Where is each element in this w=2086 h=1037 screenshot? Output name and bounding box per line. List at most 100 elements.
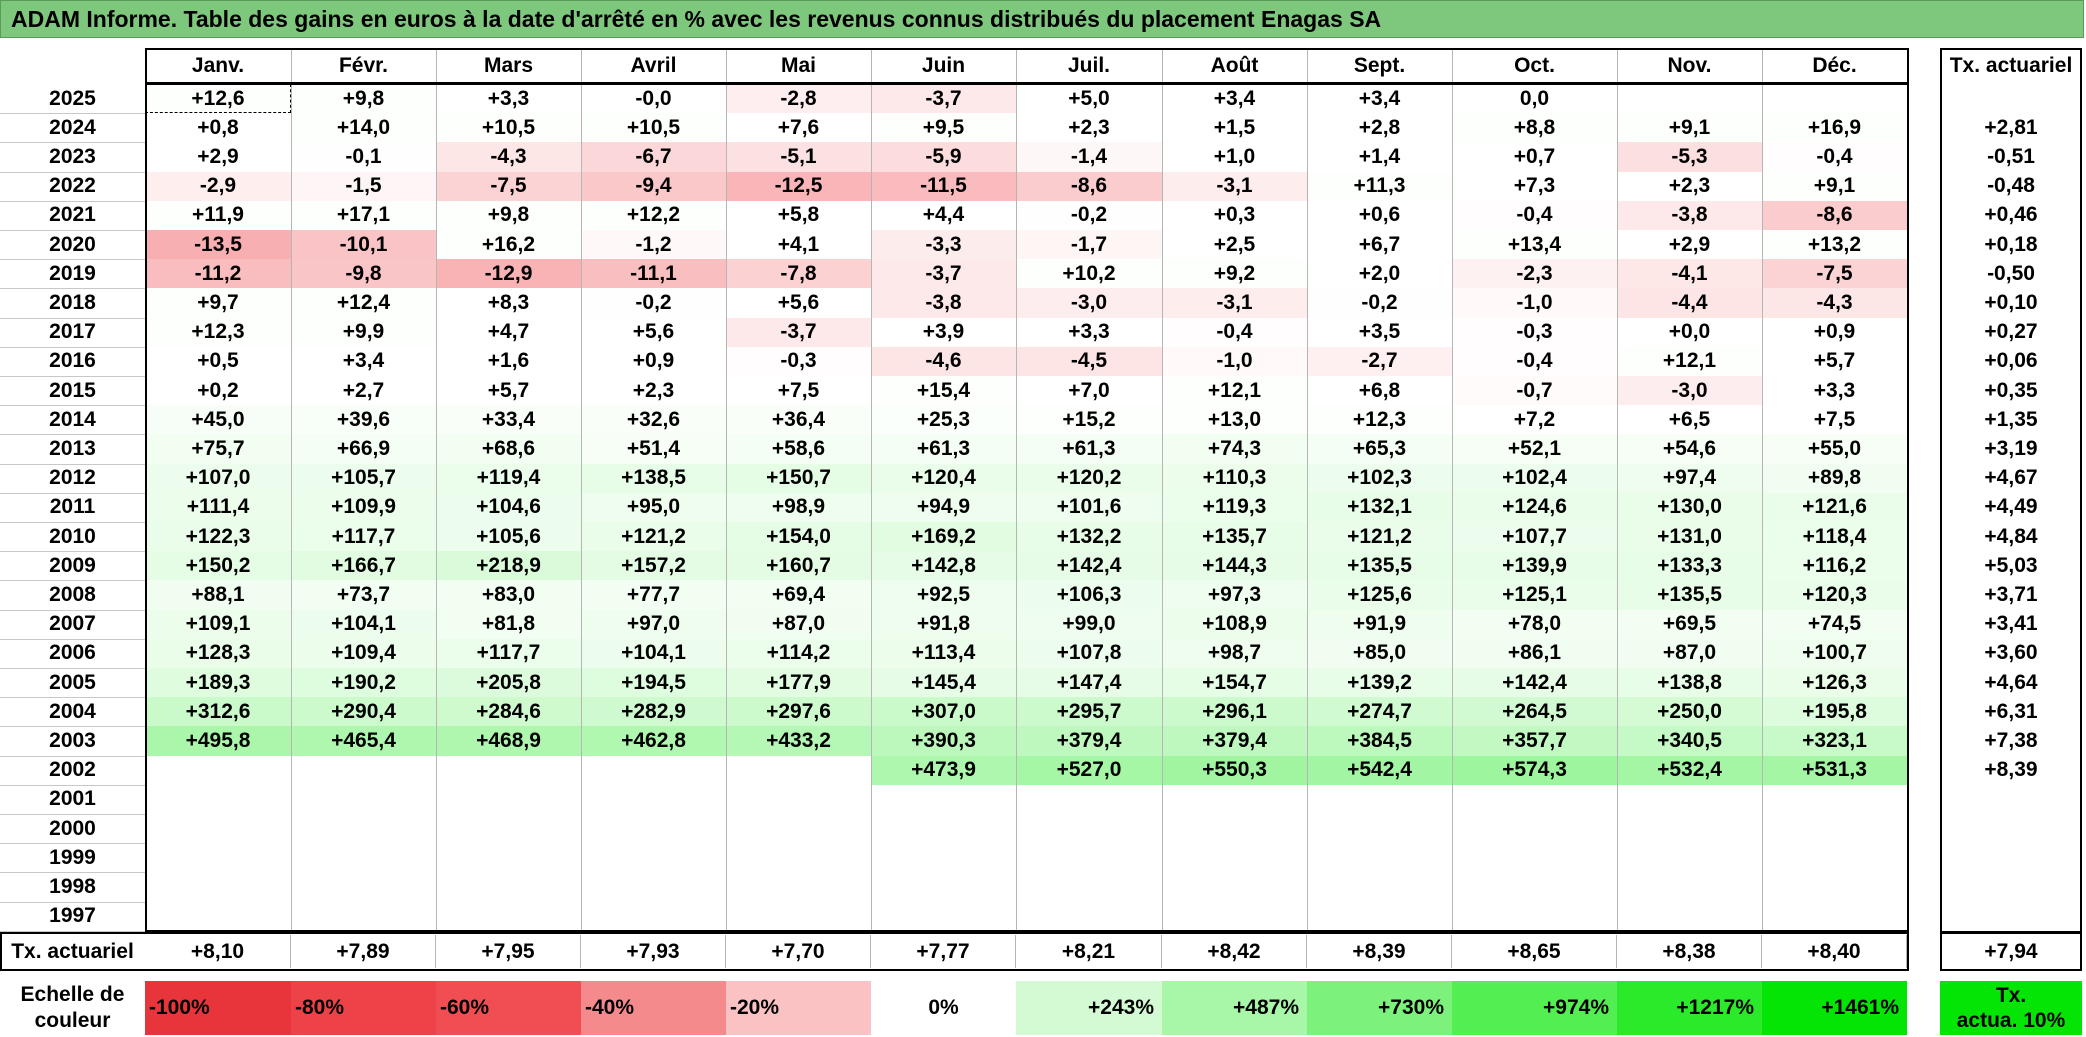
gain-cell: +2,0 — [1307, 259, 1452, 289]
gain-cell: +91,9 — [1307, 609, 1452, 639]
gain-cell: +61,3 — [1016, 434, 1162, 464]
footer-rate: +7,70 — [726, 935, 871, 968]
gain-cell: +16,2 — [436, 230, 581, 260]
month-header: Mai — [780, 54, 816, 77]
gain-cell: +9,8 — [436, 200, 581, 230]
gain-cell: -10,1 — [291, 230, 436, 260]
gain-cell — [581, 843, 726, 873]
footer-rate: +8,65 — [1452, 935, 1617, 968]
year-label: 2016 — [49, 349, 96, 373]
gain-cell: +58,6 — [726, 434, 871, 464]
gain-cell: +98,9 — [726, 492, 871, 522]
gain-cell: +138,5 — [581, 463, 726, 493]
gain-cell: +124,6 — [1452, 492, 1617, 522]
gain-cell — [726, 872, 871, 902]
year-label: 2017 — [49, 320, 96, 344]
rate-header: Tx. actuariel — [1949, 54, 2073, 77]
footer-rate: +7,93 — [581, 935, 726, 968]
gain-cell: -3,7 — [726, 317, 871, 347]
rate-cell: +0,06 — [1984, 349, 2038, 373]
gain-cell — [581, 814, 726, 844]
gain-cell: +9,2 — [1162, 259, 1307, 289]
rate-cell: +0,18 — [1984, 232, 2038, 256]
gain-cell: +133,3 — [1617, 551, 1762, 581]
year-label: 2005 — [49, 670, 96, 694]
year-label: 2000 — [49, 816, 96, 840]
month-header: Déc. — [1812, 54, 1857, 77]
gain-cell: +7,5 — [726, 376, 871, 406]
gain-cell — [145, 901, 291, 931]
gain-cell: +107,0 — [145, 463, 291, 493]
gain-cell: -0,4 — [1762, 142, 1907, 172]
rate-cell — [1940, 814, 2082, 843]
gain-cell: +379,4 — [1162, 726, 1307, 756]
gain-cell: +10,2 — [1016, 259, 1162, 289]
gain-cell: -7,8 — [726, 259, 871, 289]
gain-cell: +7,5 — [1762, 405, 1907, 435]
gain-cell — [1762, 872, 1907, 902]
gain-cell: +1,5 — [1162, 113, 1307, 143]
scale-label: Echelle de couleur — [0, 981, 145, 1035]
gain-cell: +7,6 — [726, 113, 871, 143]
gain-cell: -9,8 — [291, 259, 436, 289]
gain-cell: +139,2 — [1307, 668, 1452, 698]
gain-cell: +7,2 — [1452, 405, 1617, 435]
footer-rate: +8,42 — [1162, 935, 1307, 968]
rate-cell — [1940, 872, 2082, 901]
year-label: 2011 — [49, 495, 96, 519]
scale-rate-line1: Tx. — [1995, 984, 2027, 1007]
gain-cell: +118,4 — [1762, 522, 1907, 552]
gain-cell: -2,9 — [145, 171, 291, 201]
gain-cell: +121,2 — [581, 522, 726, 552]
gain-cell: -1,4 — [1016, 142, 1162, 172]
gain-cell — [436, 872, 581, 902]
gain-cell — [871, 784, 1016, 814]
gain-cell: +33,4 — [436, 405, 581, 435]
rate-cell: +3,41 — [1984, 612, 2038, 636]
footer-rate: +8,10 — [145, 935, 291, 968]
gain-cell — [581, 872, 726, 902]
gain-cell: -8,6 — [1016, 171, 1162, 201]
scale-swatch: +1217% — [1617, 981, 1762, 1035]
gain-cell — [1452, 872, 1617, 902]
gain-cell: +274,7 — [1307, 697, 1452, 727]
gain-cell: +91,8 — [871, 609, 1016, 639]
gain-cell: +9,9 — [291, 317, 436, 347]
column-divider — [581, 48, 582, 931]
year-label: 2024 — [49, 115, 96, 139]
rate-cell: -0,48 — [1987, 174, 2035, 198]
gain-cell: +110,3 — [1162, 463, 1307, 493]
gain-cell: +10,5 — [581, 113, 726, 143]
scale-swatch: -80% — [291, 981, 436, 1035]
gain-cell — [726, 784, 871, 814]
gain-cell — [291, 755, 436, 785]
rate-cell — [1940, 843, 2082, 872]
year-label: 2007 — [49, 612, 96, 636]
rate-cell: +0,27 — [1984, 320, 2038, 344]
gain-cell — [436, 843, 581, 873]
gain-cell — [581, 901, 726, 931]
gain-cell: +0,5 — [145, 346, 291, 376]
gain-cell — [291, 814, 436, 844]
scale-swatch: -20% — [726, 981, 871, 1035]
gain-cell: -11,1 — [581, 259, 726, 289]
gain-cell: -3,8 — [1617, 200, 1762, 230]
gain-cell: +25,3 — [871, 405, 1016, 435]
gain-cell: +2,8 — [1307, 113, 1452, 143]
gain-cell: +12,4 — [291, 288, 436, 318]
scale-label-line1: Echelle de — [20, 983, 125, 1006]
gain-cell: +532,4 — [1617, 755, 1762, 785]
column-divider — [1452, 48, 1453, 931]
gain-cell: +105,6 — [436, 522, 581, 552]
gain-cell: -4,3 — [1762, 288, 1907, 318]
gain-cell: +4,4 — [871, 200, 1016, 230]
month-header: Mars — [483, 54, 534, 77]
gain-cell: +99,0 — [1016, 609, 1162, 639]
scale-swatch: -100% — [145, 981, 291, 1035]
gain-cell: +2,3 — [581, 376, 726, 406]
year-label: 2009 — [49, 553, 96, 577]
gain-cell: +142,8 — [871, 551, 1016, 581]
gain-cell: +131,0 — [1617, 522, 1762, 552]
gain-cell: +323,1 — [1762, 726, 1907, 756]
gain-cell: +495,8 — [145, 726, 291, 756]
